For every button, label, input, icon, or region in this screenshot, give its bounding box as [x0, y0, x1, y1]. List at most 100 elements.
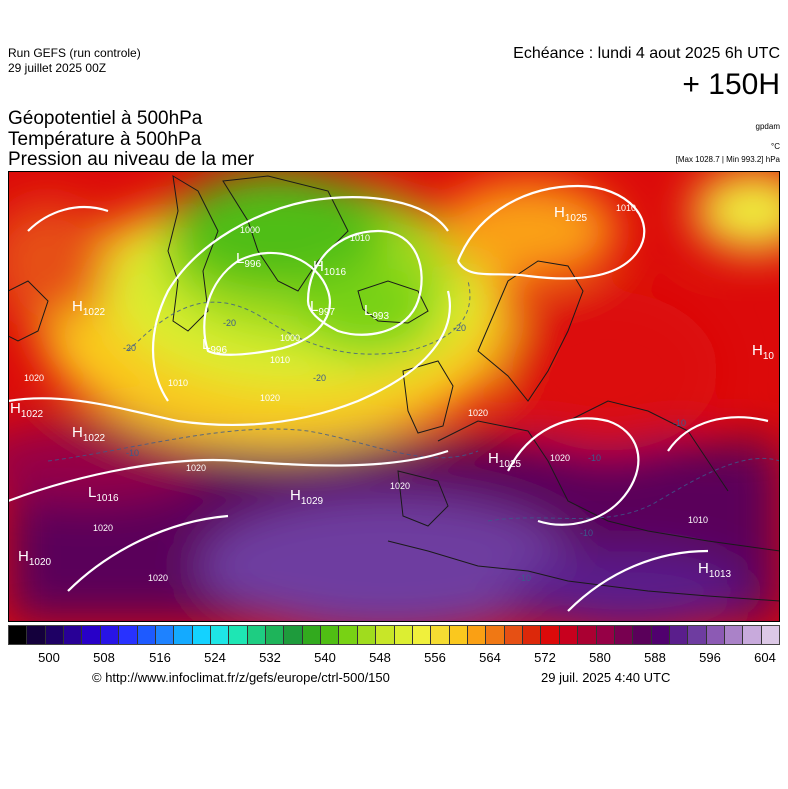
isotherm-label: -20	[123, 343, 136, 353]
color-swatch	[357, 626, 377, 644]
scale-tick: 564	[479, 650, 501, 665]
color-swatch	[45, 626, 65, 644]
scale-tick: 532	[259, 650, 281, 665]
color-swatch	[247, 626, 267, 644]
pressure-centre: H10	[752, 342, 774, 362]
scale-tick: 604	[754, 650, 776, 665]
color-swatch	[431, 626, 450, 644]
color-swatch	[486, 626, 505, 644]
isobar-label: 1000	[280, 333, 300, 343]
pressure-centre: H1022	[72, 298, 106, 318]
isotherm-labels: -20 -20 -20 -20 -10 -10 -10 -10 -10	[123, 318, 686, 583]
map-frame	[8, 171, 780, 622]
lead-time: + 150H	[682, 68, 780, 101]
scale-tick: 556	[424, 650, 446, 665]
pressure-centre: L996	[236, 250, 261, 270]
param-pressure: Pression au niveau de la mer	[8, 149, 255, 170]
color-swatch	[412, 626, 432, 644]
isobars	[8, 184, 769, 612]
isobar-label: 1010	[688, 515, 708, 525]
coastlines	[8, 175, 780, 602]
color-swatch	[541, 626, 560, 644]
isobar-label: 1010	[270, 355, 290, 365]
copyright-link: © http://www.infoclimat.fr/z/gefs/europe…	[92, 670, 390, 685]
color-swatch	[192, 626, 211, 644]
color-swatch	[394, 626, 413, 644]
scale-tick: 500	[38, 650, 60, 665]
scale-tick: 580	[589, 650, 611, 665]
color-swatch	[174, 626, 193, 644]
isobar-label: 1020	[93, 523, 113, 533]
color-swatch	[706, 626, 726, 644]
map-svg: 1000 1010 1010 1000 1010 1020 1020 1020 …	[8, 171, 780, 622]
isobar-label: 1020	[148, 573, 168, 583]
generation-date: 29 juil. 2025 4:40 UTC	[541, 670, 671, 685]
pressure-centre: L1016	[88, 484, 119, 504]
color-swatch	[266, 626, 285, 644]
isotherm-label: -20	[453, 323, 466, 333]
isobar-label: 1000	[240, 225, 260, 235]
param-geopotential: Géopotentiel à 500hPa	[8, 108, 203, 129]
color-scale-bar	[8, 625, 780, 645]
pressure-centre: H1013	[698, 560, 732, 580]
isobar-label: 1020	[24, 373, 44, 383]
scale-tick: 508	[93, 650, 115, 665]
isotherm-label: -20	[313, 373, 326, 383]
color-swatch	[578, 626, 597, 644]
isotherm-label: -10	[588, 453, 601, 463]
isobar-label: 1010	[350, 233, 370, 243]
color-swatch	[9, 626, 28, 644]
color-swatch	[669, 626, 689, 644]
color-swatch	[633, 626, 652, 644]
color-swatch	[596, 626, 615, 644]
unit-temperature: °C	[771, 142, 780, 151]
pressure-max-min: [Max 1028.7 | Min 993.2] hPa	[675, 155, 780, 164]
color-swatch	[504, 626, 524, 644]
scale-tick: 516	[149, 650, 171, 665]
isobar-labels: 1000 1010 1010 1000 1010 1020 1020 1020 …	[24, 203, 708, 583]
pressure-centre: H1025	[488, 450, 522, 470]
color-swatch	[725, 626, 744, 644]
color-swatch	[761, 626, 780, 644]
color-swatch	[229, 626, 248, 644]
isobar-label: 1020	[468, 408, 488, 418]
color-swatch	[82, 626, 101, 644]
pressure-centre: H1022	[72, 424, 106, 444]
isobar-label: 1010	[168, 378, 188, 388]
color-swatch	[27, 626, 46, 644]
scale-tick: 572	[534, 650, 556, 665]
color-swatch	[376, 626, 395, 644]
pressure-centre: H1025	[554, 204, 588, 224]
pressure-centre: H1022	[10, 400, 44, 420]
isobar-label: 1010	[616, 203, 636, 213]
color-swatch	[302, 626, 322, 644]
isotherm-label: -10	[518, 573, 531, 583]
isotherm-label: -10	[580, 528, 593, 538]
isotherm-label: -20	[223, 318, 236, 328]
isobar-label: 1020	[260, 393, 280, 403]
color-swatch	[64, 626, 83, 644]
color-swatch	[155, 626, 175, 644]
isotherm-label: -10	[673, 418, 686, 428]
scale-tick: 588	[644, 650, 666, 665]
color-swatch	[449, 626, 468, 644]
color-swatch	[284, 626, 303, 644]
color-swatch	[339, 626, 358, 644]
scale-tick: 596	[699, 650, 721, 665]
scale-tick: 524	[204, 650, 226, 665]
color-swatch	[688, 626, 707, 644]
pressure-centre: H1029	[290, 487, 324, 507]
pressure-centres: H1025 L996 H1016 L997 L993 H1022 L996 H1…	[10, 204, 774, 580]
forecast-validity: Echéance : lundi 4 aout 2025 6h UTC	[513, 45, 780, 62]
color-swatch	[321, 626, 340, 644]
forecast-map: 1000 1010 1010 1000 1010 1020 1020 1020 …	[8, 171, 780, 622]
isotherm-label: -10	[126, 448, 139, 458]
scale-tick: 540	[314, 650, 336, 665]
isobar-label: 1020	[550, 453, 570, 463]
run-title: Run GEFS (run controle)	[8, 46, 141, 60]
isobar-label: 1020	[186, 463, 206, 473]
color-swatch	[100, 626, 120, 644]
color-swatch	[467, 626, 487, 644]
unit-geopotential: gpdam	[755, 122, 780, 131]
temperature-field	[8, 171, 780, 622]
